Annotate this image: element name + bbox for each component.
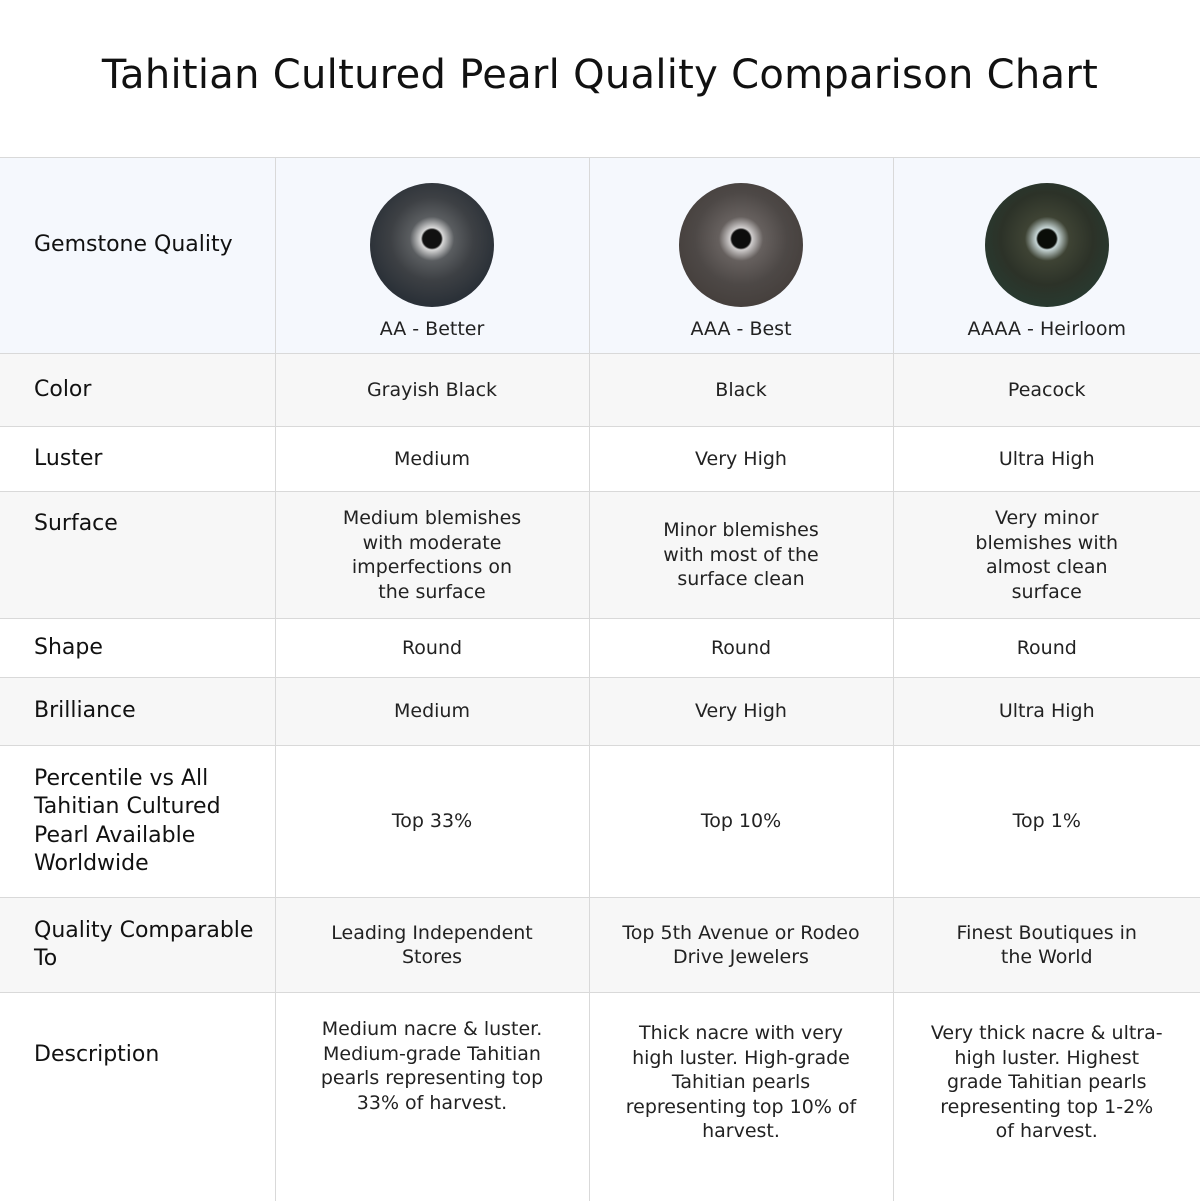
cell: Grayish Black (274, 353, 589, 427)
cell: Minor blemishes with most of the surface… (588, 491, 893, 619)
cell: Very minor blemishes with almost clean s… (892, 491, 1200, 619)
cell: Peacock (892, 353, 1200, 427)
cell: Round (274, 618, 589, 678)
cell: Leading Independent Stores (274, 897, 589, 993)
row-quality-comparable: Quality Comparable To Leading Independen… (0, 897, 1200, 993)
row-label: Description (0, 992, 275, 1201)
row-shape: Shape Round Round Round (0, 618, 1200, 678)
row-label: Percentile vs All Tahitian Cultured Pear… (0, 745, 275, 898)
cell: Medium blemishes with moderate imperfect… (274, 491, 589, 619)
cell: Very thick nacre & ultra-high luster. Hi… (892, 992, 1200, 1201)
row-color: Color Grayish Black Black Peacock (0, 353, 1200, 427)
cell: Top 33% (274, 745, 589, 898)
cell: Very High (588, 426, 893, 492)
row-label: Luster (0, 426, 275, 492)
cell: Finest Boutiques in the World (892, 897, 1200, 993)
cell: Thick nacre with very high luster. High-… (588, 992, 893, 1201)
row-percentile: Percentile vs All Tahitian Cultured Pear… (0, 745, 1200, 898)
cell: Medium (274, 426, 589, 492)
cell: Medium nacre & luster. Medium-grade Tahi… (274, 992, 589, 1201)
grade-cell-aaa: AAA - Best (588, 157, 893, 354)
cell: Very High (588, 677, 893, 746)
cell: Medium (274, 677, 589, 746)
row-label: Quality Comparable To (0, 897, 275, 993)
cell: Round (892, 618, 1200, 678)
grade-cell-aa: AA - Better (274, 157, 589, 354)
row-brilliance: Brilliance Medium Very High Ultra High (0, 677, 1200, 746)
row-luster: Luster Medium Very High Ultra High (0, 426, 1200, 492)
grade-cell-aaaa: AAAA - Heirloom (892, 157, 1200, 354)
cell: Ultra High (892, 677, 1200, 746)
peacock-pearl-icon (984, 183, 1109, 308)
row-label: Gemstone Quality (0, 157, 275, 354)
grade-label: AAA - Best (690, 318, 792, 341)
row-surface: Surface Medium blemishes with moderate i… (0, 491, 1200, 619)
cell: Round (588, 618, 893, 678)
row-label: Brilliance (0, 677, 275, 746)
grayish-black-pearl-icon (370, 183, 494, 308)
comparison-table: Gemstone Quality AA - Better AAA - Best … (0, 157, 1200, 1201)
cell: Top 1% (892, 745, 1200, 898)
grade-label: AAAA - Heirloom (967, 318, 1127, 341)
cell: Top 10% (588, 745, 893, 898)
cell: Black (588, 353, 893, 427)
cell: Ultra High (892, 426, 1200, 492)
row-label: Surface (0, 491, 275, 619)
row-description: Description Medium nacre & luster. Mediu… (0, 992, 1200, 1201)
grade-label: AA - Better (379, 318, 485, 341)
row-label: Color (0, 353, 275, 427)
header-row: Gemstone Quality AA - Better AAA - Best … (0, 157, 1200, 354)
black-pearl-icon (679, 183, 803, 308)
row-label: Shape (0, 618, 275, 678)
cell: Top 5th Avenue or Rodeo Drive Jewelers (588, 897, 893, 993)
page-title: Tahitian Cultured Pearl Quality Comparis… (101, 52, 1099, 98)
